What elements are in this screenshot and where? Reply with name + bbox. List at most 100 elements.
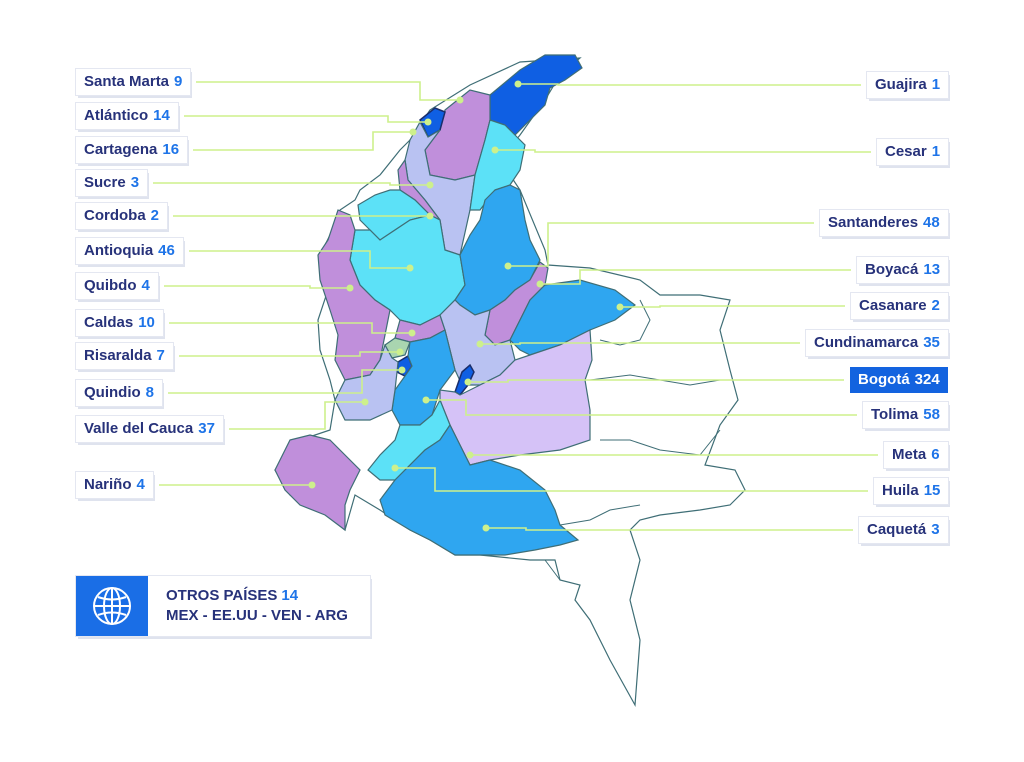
other-countries-text: OTROS PAÍSES 14 MEX - EE.UU - VEN - ARG xyxy=(166,586,348,626)
anchor-dot-tolima xyxy=(422,396,430,404)
leader-quindio xyxy=(168,369,402,394)
anchor-dot-casanare xyxy=(616,303,624,311)
label-guajira-name: Guajira xyxy=(875,76,927,93)
anchor-dot-cartagena xyxy=(409,128,417,136)
other-count: 14 xyxy=(281,587,299,604)
label-caldas-name: Caldas xyxy=(84,314,134,331)
anchor-dot-quindio xyxy=(398,366,406,374)
label-guajira[interactable]: Guajira 1 xyxy=(867,72,949,98)
label-tolima[interactable]: Tolima 58 xyxy=(863,402,948,428)
label-santa-marta[interactable]: Santa Marta 9 xyxy=(76,69,191,95)
label-caldas[interactable]: Caldas 10 xyxy=(76,310,163,336)
label-quindio-count: 8 xyxy=(145,384,154,401)
label-quibdo-count: 4 xyxy=(141,277,150,294)
anchor-dot-huila xyxy=(391,464,399,472)
leader-sucre xyxy=(153,182,430,186)
label-casanare-name: Casanare xyxy=(859,297,927,314)
label-santanderes[interactable]: Santanderes 48 xyxy=(820,210,948,236)
label-antioquia-name: Antioquia xyxy=(84,242,154,259)
globe-icon xyxy=(76,576,148,636)
label-narino[interactable]: Nariño 4 xyxy=(76,472,153,498)
label-casanare-count: 2 xyxy=(931,297,940,314)
label-sucre[interactable]: Sucre 3 xyxy=(76,170,148,196)
label-quindio[interactable]: Quindio 8 xyxy=(76,380,162,406)
anchor-dot-quibdo xyxy=(346,284,354,292)
label-cartagena-name: Cartagena xyxy=(84,141,158,158)
label-cordoba[interactable]: Cordoba 2 xyxy=(76,203,168,229)
label-cartagena[interactable]: Cartagena 16 xyxy=(76,137,188,163)
label-sucre-count: 3 xyxy=(130,174,140,191)
leader-tolima xyxy=(426,399,857,416)
label-huila-name: Huila xyxy=(882,482,919,499)
leader-cesar xyxy=(495,149,871,153)
label-cundinamarca[interactable]: Cundinamarca 35 xyxy=(806,330,948,356)
label-caqueta[interactable]: Caquetá 3 xyxy=(859,517,948,543)
label-valle[interactable]: Valle del Cauca 37 xyxy=(76,416,223,442)
anchor-dot-bogota xyxy=(464,378,472,386)
anchor-dot-santa-marta xyxy=(456,96,464,104)
leader-risaralda xyxy=(179,351,400,357)
label-caldas-count: 10 xyxy=(138,314,155,331)
anchor-dot-sucre xyxy=(426,181,434,189)
label-boyaca-name: Boyacá xyxy=(865,261,919,278)
anchor-dot-risaralda xyxy=(396,348,404,356)
label-bogota-name: Bogotá xyxy=(858,371,910,388)
label-santa-marta-name: Santa Marta xyxy=(84,73,170,90)
anchor-dot-valle xyxy=(361,398,369,406)
leader-bogota xyxy=(468,379,844,383)
other-countries-list: MEX - EE.UU - VEN - ARG xyxy=(166,607,348,624)
anchor-dot-caqueta xyxy=(482,524,490,532)
leader-casanare xyxy=(620,305,845,308)
label-tolima-name: Tolima xyxy=(871,406,919,423)
anchor-dot-narino xyxy=(308,481,316,489)
leader-lines xyxy=(153,80,878,532)
anchor-dot-antioquia xyxy=(406,264,414,272)
label-bogota[interactable]: Bogotá 324 xyxy=(850,367,948,393)
label-quibdo[interactable]: Quibdo 4 xyxy=(76,273,158,299)
leader-santanderes xyxy=(508,222,814,267)
label-meta-name: Meta xyxy=(892,446,927,463)
anchor-dot-cundinamarca xyxy=(476,340,484,348)
label-caqueta-count: 3 xyxy=(931,521,940,538)
label-atlantico[interactable]: Atlántico 14 xyxy=(76,103,178,129)
region-meta[interactable] xyxy=(439,329,593,466)
label-risaralda[interactable]: Risaralda 7 xyxy=(76,343,173,369)
label-cordoba-name: Cordoba xyxy=(84,207,146,224)
label-tolima-count: 58 xyxy=(923,406,940,423)
label-cundinamarca-count: 35 xyxy=(923,334,940,351)
region-narino[interactable] xyxy=(274,434,361,532)
label-santanderes-name: Santanderes xyxy=(828,214,919,231)
label-cartagena-count: 16 xyxy=(162,141,180,158)
leader-caqueta xyxy=(486,527,853,531)
label-guajira-count: 1 xyxy=(931,76,941,93)
label-cundinamarca-name: Cundinamarca xyxy=(814,334,919,351)
label-antioquia[interactable]: Antioquia 46 xyxy=(76,238,183,264)
leader-cartagena xyxy=(193,131,413,151)
leader-guajira xyxy=(518,83,861,86)
label-santa-marta-count: 9 xyxy=(174,73,183,90)
label-casanare[interactable]: Casanare 2 xyxy=(851,293,948,319)
label-atlantico-count: 14 xyxy=(153,107,170,124)
label-narino-name: Nariño xyxy=(84,476,132,493)
leader-atlantico xyxy=(184,115,428,123)
label-boyaca-count: 13 xyxy=(923,261,941,278)
label-huila[interactable]: Huila 15 xyxy=(874,478,949,504)
anchor-dot-guajira xyxy=(514,80,522,88)
label-sucre-name: Sucre xyxy=(84,174,126,191)
label-boyaca[interactable]: Boyacá 13 xyxy=(857,257,949,283)
label-cordoba-count: 2 xyxy=(150,207,160,224)
leader-cundinamarca xyxy=(480,342,800,345)
anchor-dot-cesar xyxy=(491,146,499,154)
label-meta[interactable]: Meta 6 xyxy=(884,442,948,468)
label-cesar-name: Cesar xyxy=(885,143,927,160)
label-huila-count: 15 xyxy=(923,482,941,499)
leader-antioquia xyxy=(189,250,410,269)
label-valle-name: Valle del Cauca xyxy=(84,420,194,437)
label-narino-count: 4 xyxy=(136,476,145,493)
label-caqueta-name: Caquetá xyxy=(867,521,927,538)
leader-valle xyxy=(229,401,365,430)
label-valle-count: 37 xyxy=(198,420,215,437)
anchor-dot-cordoba xyxy=(426,212,434,220)
region-guajira[interactable] xyxy=(489,54,583,136)
label-cesar[interactable]: Cesar 1 xyxy=(877,139,949,165)
